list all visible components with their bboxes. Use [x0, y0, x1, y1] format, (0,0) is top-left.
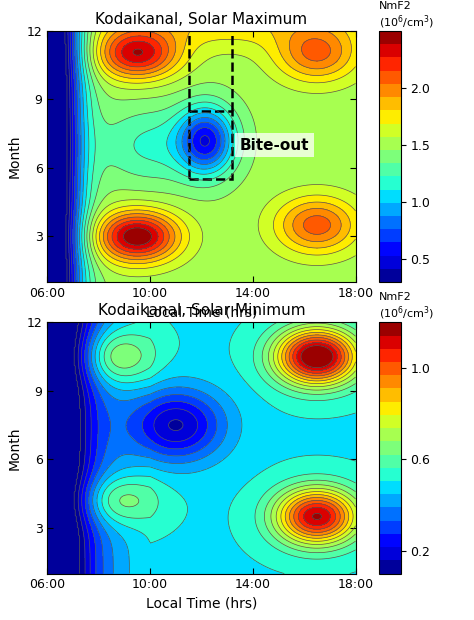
Text: NmF2
$(10^6$/cm$^3)$: NmF2 $(10^6$/cm$^3)$: [379, 292, 435, 322]
Y-axis label: Month: Month: [7, 426, 21, 470]
X-axis label: Local Time (hrs): Local Time (hrs): [146, 597, 257, 611]
Title: Kodaikanal, Solar Minimum: Kodaikanal, Solar Minimum: [98, 303, 305, 319]
Text: Bite-out: Bite-out: [240, 138, 310, 153]
Title: Kodaikanal, Solar Maximum: Kodaikanal, Solar Maximum: [95, 12, 308, 27]
Text: NmF2
$(10^6$/cm$^3)$: NmF2 $(10^6$/cm$^3)$: [379, 1, 435, 31]
Y-axis label: Month: Month: [7, 135, 21, 179]
X-axis label: Local Time (hrs): Local Time (hrs): [146, 306, 257, 319]
